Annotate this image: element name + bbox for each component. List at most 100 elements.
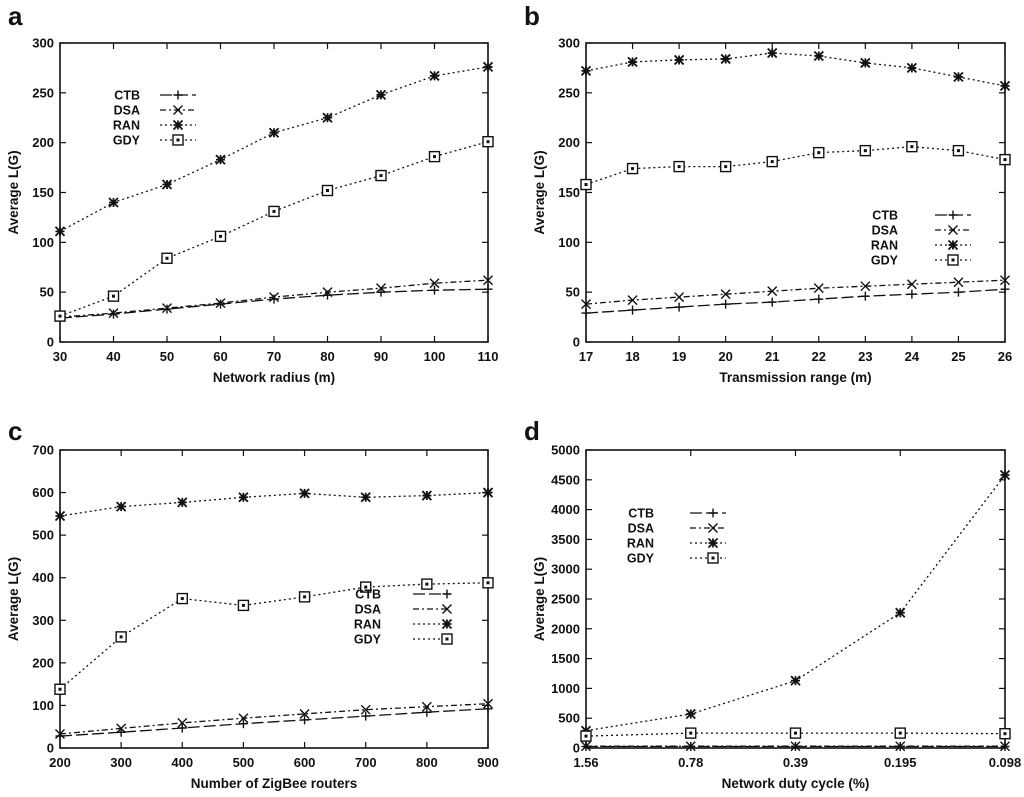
data-point-ctb xyxy=(860,291,870,301)
data-point-gdy-dot xyxy=(119,635,123,639)
data-point-ran xyxy=(238,492,249,503)
legend-marker-ctb xyxy=(708,508,718,518)
panel-b: b 0 50 100 150 200 250 300 17 18 19 20 21 22 23 24 25 26 T… xyxy=(524,1,1012,385)
legend-label: DSA xyxy=(114,104,140,118)
y-tick-label: 150 xyxy=(558,185,580,200)
legend-label: GDY xyxy=(113,134,141,148)
legend-marker-ran xyxy=(172,119,184,131)
data-point-ran xyxy=(421,490,432,501)
x-tick-label: 600 xyxy=(294,755,316,770)
data-point-ctb xyxy=(483,704,493,714)
y-tick-label: 700 xyxy=(32,443,54,458)
data-point-ran xyxy=(999,469,1011,481)
legend-marker-ran xyxy=(947,239,959,251)
series-gdy xyxy=(54,577,494,695)
data-point-ran xyxy=(375,89,387,100)
data-point-ran xyxy=(360,492,371,503)
data-point-ctb xyxy=(162,304,172,314)
data-point-ran xyxy=(813,50,824,62)
legend-marker-ctb xyxy=(442,589,452,599)
legend-label: CTB xyxy=(872,209,898,223)
data-point-gdy-dot xyxy=(689,731,693,735)
data-point-ran xyxy=(790,675,801,686)
legend-marker-ran xyxy=(707,537,719,549)
y-tick-label: 300 xyxy=(32,36,54,51)
data-point-dsa xyxy=(581,741,591,752)
data-point-ctb xyxy=(1000,284,1010,294)
data-point-dsa xyxy=(627,295,638,306)
data-point-gdy-dot xyxy=(58,314,62,318)
data-point-ran xyxy=(999,80,1011,91)
data-point-ctb xyxy=(216,299,225,309)
data-point-gdy-dot xyxy=(584,183,588,187)
legend-marker-gdy-dot xyxy=(176,138,180,142)
series-line-gdy xyxy=(59,582,489,690)
data-point-gdy-dot xyxy=(631,167,635,171)
data-point-ctb xyxy=(269,294,279,304)
legend-marker-dsa xyxy=(442,604,452,614)
data-point-dsa xyxy=(55,728,65,739)
data-point-dsa xyxy=(581,299,591,310)
data-point-ran xyxy=(767,47,778,59)
data-point-dsa xyxy=(116,723,127,734)
data-point-gdy-dot xyxy=(584,734,588,738)
series-ran xyxy=(54,61,494,237)
x-tick-label: 21 xyxy=(765,349,779,364)
data-point-ctb xyxy=(767,297,777,307)
series-ran xyxy=(580,47,1011,91)
y-tick-label: 50 xyxy=(566,285,580,300)
data-point-gdy-dot xyxy=(379,174,383,178)
x-tick-label: 19 xyxy=(672,349,686,364)
data-point-gdy-dot xyxy=(677,165,681,169)
x-tick-label: 0.78 xyxy=(678,755,703,770)
data-point-dsa xyxy=(674,292,685,303)
y-tick-label: 100 xyxy=(32,235,54,250)
y-tick-label: 150 xyxy=(32,185,54,200)
series-ctb xyxy=(55,704,493,741)
data-point-gdy-dot xyxy=(817,151,821,155)
y-tick-label: 4500 xyxy=(551,472,580,487)
series-line-ctb xyxy=(585,288,1006,314)
data-point-ctb xyxy=(721,299,731,309)
y-tick-label: 2000 xyxy=(551,621,580,636)
data-point-ran xyxy=(429,70,440,82)
series-ctb xyxy=(581,284,1010,318)
data-point-dsa xyxy=(215,298,226,309)
data-point-ran xyxy=(627,56,638,68)
panel-label: c xyxy=(8,416,22,446)
data-point-ctb xyxy=(109,309,118,319)
x-tick-label: 300 xyxy=(110,755,132,770)
data-point-dsa xyxy=(895,741,906,752)
x-tick-label: 100 xyxy=(424,349,446,364)
data-point-ran xyxy=(215,154,226,165)
legend-label: GDY xyxy=(871,254,899,268)
legend-label: CTB xyxy=(355,588,381,602)
data-point-dsa xyxy=(421,701,432,712)
data-point-ran xyxy=(906,62,918,74)
x-tick-label: 800 xyxy=(416,755,438,770)
legend-label: GDY xyxy=(354,633,382,647)
data-point-ctb xyxy=(300,715,310,725)
series-line-ran xyxy=(585,52,1006,87)
data-point-ran xyxy=(673,54,685,66)
data-point-ran xyxy=(299,488,310,499)
data-point-ran xyxy=(720,53,731,65)
data-point-gdy-dot xyxy=(433,155,436,159)
series-line-dsa xyxy=(59,703,489,735)
y-tick-label: 600 xyxy=(32,485,54,500)
data-point-dsa xyxy=(238,713,249,724)
x-tick-label: 22 xyxy=(812,349,826,364)
legend-marker-dsa xyxy=(173,105,183,115)
series-dsa xyxy=(581,741,1010,752)
data-point-gdy-dot xyxy=(326,189,329,193)
data-point-dsa xyxy=(1000,741,1010,752)
panel-d: d 0 500 1000 1500 2000 2500 3000 3500 4000 4500 500… xyxy=(524,416,1021,791)
data-point-ran xyxy=(895,607,906,618)
data-point-dsa xyxy=(790,741,801,752)
x-tick-label: 0.098 xyxy=(989,755,1022,770)
data-point-dsa xyxy=(108,308,119,319)
data-point-dsa xyxy=(720,289,731,300)
